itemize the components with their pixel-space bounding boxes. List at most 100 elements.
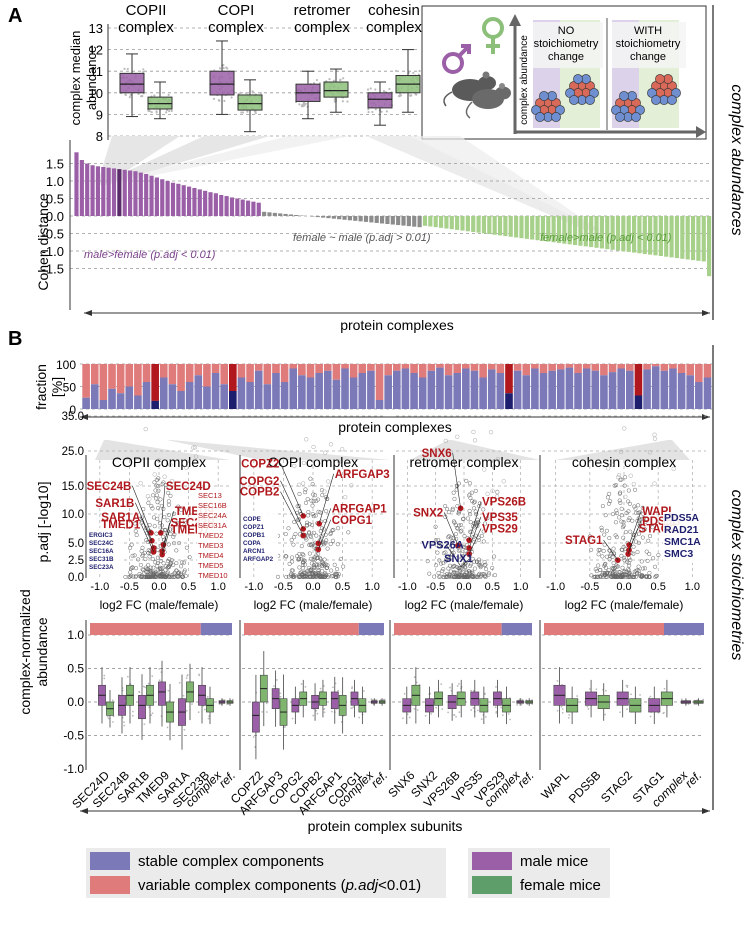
variable-fraction-bar — [358, 364, 367, 373]
data-point — [316, 509, 321, 514]
cohen-bar — [492, 216, 497, 235]
data-point — [662, 712, 665, 715]
norm-ylabel-1: complex-normalized — [17, 589, 33, 714]
leader-line — [161, 522, 170, 552]
data-point — [440, 683, 443, 686]
data-point — [625, 684, 628, 687]
data-point — [425, 559, 430, 564]
data-point — [460, 555, 465, 560]
data-point — [446, 566, 451, 571]
normalized-boxplots: -1.0 -0.5 0.0 0.5 1.0SEC24DSEC24BSAR1BTMED9S… — [63, 620, 704, 818]
data-point — [473, 574, 478, 579]
data-point — [561, 711, 564, 714]
data-point — [470, 556, 475, 561]
data-point — [589, 573, 594, 578]
data-point — [320, 559, 325, 564]
data-point — [633, 574, 638, 580]
y-tick-label: 25.0 — [62, 446, 84, 458]
x-tick-label: -1.0 — [398, 581, 417, 593]
cohen-bar — [578, 216, 583, 246]
data-point — [452, 714, 455, 716]
data-point — [481, 539, 486, 544]
data-point — [331, 527, 336, 532]
data-point — [458, 522, 464, 528]
cohen-bar — [573, 216, 578, 246]
stable-fraction-bar — [108, 388, 116, 409]
stable-fraction-bar — [677, 373, 686, 409]
protein-label: COPG1 — [332, 515, 373, 527]
data-point — [171, 562, 176, 567]
fraction-axis: 0 50 100 — [56, 358, 712, 417]
cohen-bar — [358, 216, 363, 222]
data-point — [623, 494, 628, 499]
y-tick-label: 5.0 — [68, 538, 84, 550]
cohen-bar — [138, 172, 143, 216]
data-point — [218, 67, 222, 70]
data-point — [647, 551, 652, 557]
x-tick-label: 1.0 — [365, 581, 380, 593]
data-point — [129, 542, 134, 547]
cohen-bar — [95, 166, 101, 216]
data-point — [138, 481, 143, 486]
data-point — [308, 533, 313, 538]
stable-fraction-bar — [298, 375, 306, 409]
data-point — [414, 93, 417, 96]
data-point — [155, 516, 160, 521]
data-point — [638, 527, 643, 532]
data-point — [290, 559, 295, 564]
data-point — [222, 66, 225, 70]
protein-label: SMC3 — [664, 548, 693, 560]
data-point — [605, 495, 610, 500]
cohen-bar — [406, 216, 411, 227]
variable-fraction-bar — [608, 364, 617, 373]
data-point — [466, 574, 471, 580]
stable-fraction-bar — [272, 373, 280, 409]
data-point — [474, 559, 480, 564]
data-point — [181, 560, 187, 565]
data-point — [433, 563, 439, 568]
variable-fraction-bar — [634, 364, 643, 396]
data-point — [323, 540, 328, 545]
data-point — [458, 683, 460, 685]
data-point — [624, 559, 630, 564]
cohen-bar — [363, 216, 369, 222]
data-point — [605, 466, 611, 471]
data-point — [619, 553, 624, 558]
variable-fraction-bar — [323, 364, 332, 371]
variable-fraction-bar — [418, 364, 427, 378]
data-point — [507, 713, 510, 715]
variable-fraction-bar — [582, 364, 591, 369]
data-point — [635, 550, 640, 555]
data-point — [481, 507, 486, 512]
data-point — [349, 483, 354, 488]
data-point — [470, 574, 475, 579]
variable-fraction-bar — [306, 364, 315, 378]
x-tick-label: 0.0 — [616, 581, 631, 593]
data-point — [308, 476, 313, 481]
cohen-bar — [192, 188, 197, 216]
data-point — [293, 532, 298, 537]
data-point — [647, 570, 652, 575]
variable-fraction-bar — [194, 364, 203, 376]
stable-fraction-bar — [608, 372, 617, 409]
data-point — [144, 538, 149, 543]
data-point — [133, 529, 138, 534]
data-point — [472, 438, 478, 443]
female-symbol-icon — [482, 17, 504, 54]
data-point — [352, 706, 355, 708]
data-point — [106, 715, 109, 718]
data-point — [617, 491, 622, 496]
data-point — [415, 681, 418, 684]
data-point — [141, 95, 144, 98]
data-point — [332, 562, 337, 567]
data-point — [642, 566, 648, 571]
data-point — [484, 567, 489, 572]
cohen-bar — [637, 216, 642, 254]
data-point — [218, 99, 221, 102]
data-point — [320, 574, 325, 580]
data-point — [151, 712, 154, 715]
data-point — [631, 574, 636, 580]
stable-fraction-bar — [194, 375, 203, 409]
cohen-bar — [610, 216, 615, 250]
data-point — [663, 687, 666, 690]
